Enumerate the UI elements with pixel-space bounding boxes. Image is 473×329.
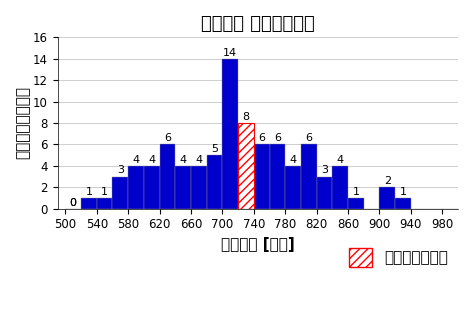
Text: 4: 4 (180, 155, 187, 165)
Text: 0: 0 (70, 198, 77, 208)
Text: 14: 14 (223, 48, 237, 58)
Text: 5: 5 (211, 144, 218, 154)
Text: 1: 1 (352, 187, 359, 197)
Text: 1: 1 (101, 187, 108, 197)
Text: 4: 4 (132, 155, 140, 165)
Text: 2: 2 (384, 176, 391, 186)
Bar (191, 166, 207, 209)
Legend: 国立科学博物館: 国立科学博物館 (343, 242, 455, 273)
Title: 平均年収 階級別法人数: 平均年収 階級別法人数 (201, 15, 315, 33)
Bar (348, 198, 364, 209)
Bar (379, 187, 395, 209)
Text: 4: 4 (148, 155, 155, 165)
Text: 6: 6 (164, 133, 171, 143)
Text: 6: 6 (274, 133, 281, 143)
Text: 6: 6 (258, 133, 265, 143)
Bar (395, 198, 411, 209)
Bar (175, 166, 191, 209)
Bar (316, 177, 333, 209)
X-axis label: 平均年収 [万円]: 平均年収 [万円] (221, 237, 295, 252)
Bar (333, 166, 348, 209)
Text: 4: 4 (337, 155, 344, 165)
Bar (97, 198, 113, 209)
Bar (144, 166, 159, 209)
Bar (222, 59, 238, 209)
Bar (270, 144, 285, 209)
Y-axis label: 独立行政法人人数: 独立行政法人人数 (15, 87, 30, 160)
Bar (159, 144, 175, 209)
Bar (254, 144, 270, 209)
Text: 4: 4 (289, 155, 297, 165)
Text: 8: 8 (242, 112, 250, 122)
Text: 1: 1 (86, 187, 92, 197)
Text: 3: 3 (321, 165, 328, 175)
Bar (81, 198, 97, 209)
Text: 1: 1 (400, 187, 406, 197)
Bar (285, 166, 301, 209)
Text: 4: 4 (195, 155, 202, 165)
Bar (238, 123, 254, 209)
Bar (113, 177, 128, 209)
Text: 3: 3 (117, 165, 124, 175)
Bar (301, 144, 316, 209)
Text: 0: 0 (70, 198, 77, 208)
Bar (207, 155, 222, 209)
Text: 6: 6 (305, 133, 312, 143)
Bar (128, 166, 144, 209)
